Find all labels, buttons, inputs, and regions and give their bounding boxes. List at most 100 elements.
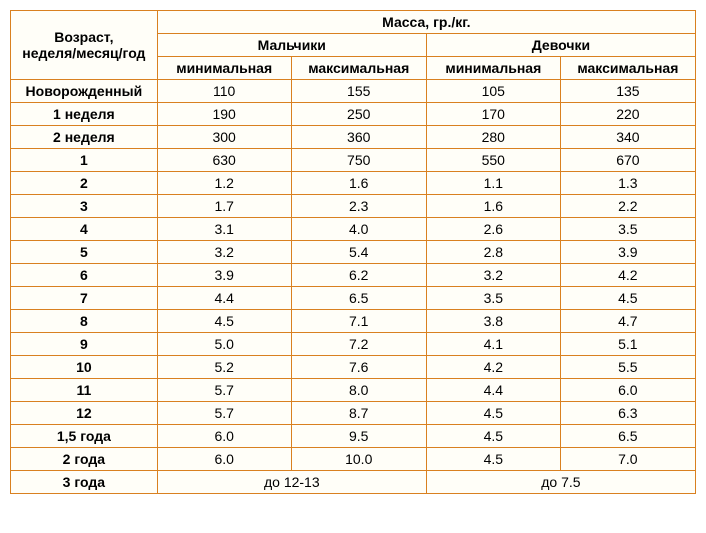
cell-boys-max: 250 <box>291 103 426 126</box>
cell-age: 6 <box>11 264 158 287</box>
table-row: Новорожденный110155105135 <box>11 80 696 103</box>
cell-girls-min: 4.4 <box>426 379 560 402</box>
cell-girls-max: 5.1 <box>560 333 695 356</box>
cell-age: 3 <box>11 195 158 218</box>
header-girls-max: максимальная <box>560 57 695 80</box>
cell-age: 1 неделя <box>11 103 158 126</box>
cell-girls-min: 2.6 <box>426 218 560 241</box>
cell-age: 11 <box>11 379 158 402</box>
cell-girls-min: 4.2 <box>426 356 560 379</box>
cell-boys-merged: до 12-13 <box>157 471 426 494</box>
cell-age: 12 <box>11 402 158 425</box>
cell-girls-min: 4.1 <box>426 333 560 356</box>
cell-girls-min: 4.5 <box>426 402 560 425</box>
cell-boys-min: 4.4 <box>157 287 291 310</box>
cell-girls-max: 2.2 <box>560 195 695 218</box>
cell-girls-min: 2.8 <box>426 241 560 264</box>
cell-girls-max: 4.7 <box>560 310 695 333</box>
cell-boys-min: 5.2 <box>157 356 291 379</box>
weight-table: Возраст, неделя/месяц/год Масса, гр./кг.… <box>10 10 696 494</box>
cell-girls-max: 340 <box>560 126 695 149</box>
table-row: 43.14.02.63.5 <box>11 218 696 241</box>
header-boys-min: минимальная <box>157 57 291 80</box>
cell-girls-min: 4.5 <box>426 448 560 471</box>
cell-boys-min: 6.0 <box>157 448 291 471</box>
table-row: 2 года6.010.04.57.0 <box>11 448 696 471</box>
header-boys-max: максимальная <box>291 57 426 80</box>
cell-boys-min: 630 <box>157 149 291 172</box>
cell-boys-max: 8.7 <box>291 402 426 425</box>
table-row: 74.46.53.54.5 <box>11 287 696 310</box>
cell-girls-min: 3.2 <box>426 264 560 287</box>
cell-age: 1,5 года <box>11 425 158 448</box>
cell-boys-min: 190 <box>157 103 291 126</box>
cell-age: 10 <box>11 356 158 379</box>
cell-boys-max: 2.3 <box>291 195 426 218</box>
cell-girls-max: 5.5 <box>560 356 695 379</box>
cell-boys-max: 7.2 <box>291 333 426 356</box>
cell-girls-max: 3.5 <box>560 218 695 241</box>
cell-boys-max: 5.4 <box>291 241 426 264</box>
cell-boys-max: 4.0 <box>291 218 426 241</box>
table-row: 21.21.61.11.3 <box>11 172 696 195</box>
header-age: Возраст, неделя/месяц/год <box>11 11 158 80</box>
cell-boys-min: 3.9 <box>157 264 291 287</box>
table-row: 115.78.04.46.0 <box>11 379 696 402</box>
cell-girls-min: 105 <box>426 80 560 103</box>
header-girls-min: минимальная <box>426 57 560 80</box>
cell-girls-max: 135 <box>560 80 695 103</box>
cell-girls-max: 670 <box>560 149 695 172</box>
cell-boys-max: 750 <box>291 149 426 172</box>
table-row: 3 годадо 12-13до 7.5 <box>11 471 696 494</box>
cell-boys-max: 9.5 <box>291 425 426 448</box>
cell-girls-min: 1.6 <box>426 195 560 218</box>
cell-boys-min: 3.1 <box>157 218 291 241</box>
cell-age: 2 неделя <box>11 126 158 149</box>
table-row: 95.07.24.15.1 <box>11 333 696 356</box>
table-row: 53.25.42.83.9 <box>11 241 696 264</box>
cell-boys-max: 10.0 <box>291 448 426 471</box>
table-row: 63.96.23.24.2 <box>11 264 696 287</box>
header-mass: Масса, гр./кг. <box>157 11 695 34</box>
cell-girls-max: 7.0 <box>560 448 695 471</box>
table-row: 1,5 года6.09.54.56.5 <box>11 425 696 448</box>
header-girls: Девочки <box>426 34 695 57</box>
table-row: 105.27.64.25.5 <box>11 356 696 379</box>
cell-boys-min: 5.0 <box>157 333 291 356</box>
cell-girls-max: 6.5 <box>560 425 695 448</box>
cell-boys-min: 1.2 <box>157 172 291 195</box>
cell-age: Новорожденный <box>11 80 158 103</box>
cell-boys-max: 155 <box>291 80 426 103</box>
cell-girls-merged: до 7.5 <box>426 471 695 494</box>
cell-girls-min: 3.8 <box>426 310 560 333</box>
table-row: 125.78.74.56.3 <box>11 402 696 425</box>
cell-boys-min: 4.5 <box>157 310 291 333</box>
cell-boys-max: 6.5 <box>291 287 426 310</box>
cell-boys-max: 7.6 <box>291 356 426 379</box>
cell-age: 2 года <box>11 448 158 471</box>
cell-girls-min: 1.1 <box>426 172 560 195</box>
table-row: 2 неделя300360280340 <box>11 126 696 149</box>
table-row: 84.57.13.84.7 <box>11 310 696 333</box>
cell-girls-max: 1.3 <box>560 172 695 195</box>
cell-boys-max: 7.1 <box>291 310 426 333</box>
cell-girls-min: 4.5 <box>426 425 560 448</box>
cell-age: 4 <box>11 218 158 241</box>
cell-boys-min: 5.7 <box>157 379 291 402</box>
cell-boys-min: 5.7 <box>157 402 291 425</box>
cell-boys-min: 300 <box>157 126 291 149</box>
cell-boys-min: 1.7 <box>157 195 291 218</box>
cell-age: 2 <box>11 172 158 195</box>
cell-boys-min: 110 <box>157 80 291 103</box>
cell-age: 7 <box>11 287 158 310</box>
cell-age: 1 <box>11 149 158 172</box>
cell-girls-min: 550 <box>426 149 560 172</box>
cell-boys-min: 3.2 <box>157 241 291 264</box>
cell-age: 9 <box>11 333 158 356</box>
cell-girls-min: 280 <box>426 126 560 149</box>
cell-girls-max: 4.2 <box>560 264 695 287</box>
table-row: 1630750550670 <box>11 149 696 172</box>
cell-girls-min: 3.5 <box>426 287 560 310</box>
table-row: 1 неделя190250170220 <box>11 103 696 126</box>
cell-girls-max: 4.5 <box>560 287 695 310</box>
